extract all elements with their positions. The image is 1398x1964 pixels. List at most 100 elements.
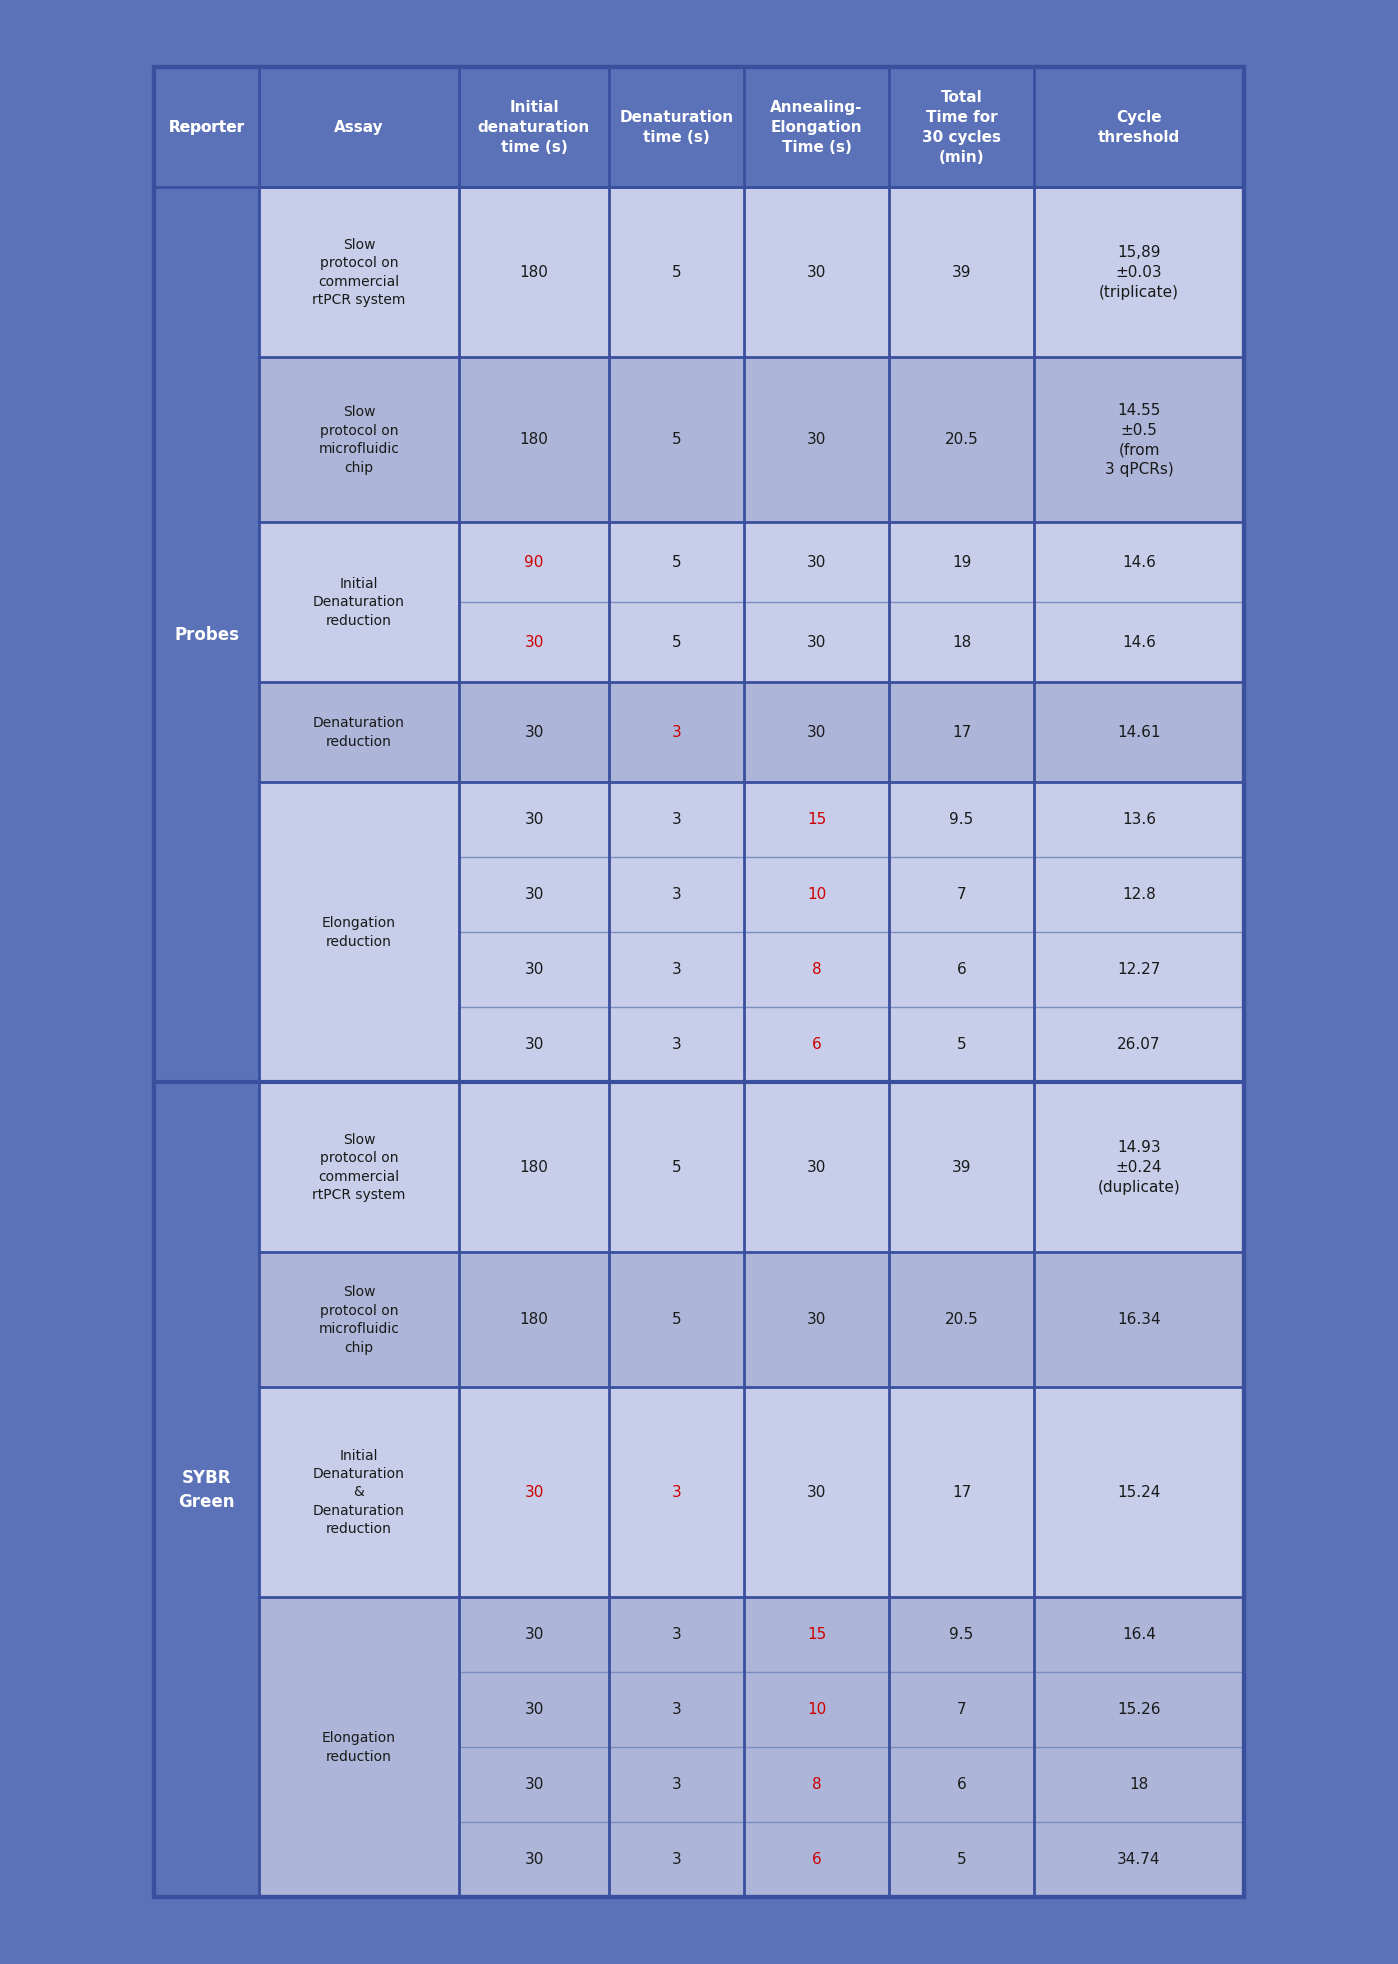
- Text: 6: 6: [812, 1852, 822, 1866]
- Bar: [1035, 1597, 1244, 1671]
- Bar: [459, 357, 610, 522]
- Bar: [744, 187, 889, 357]
- Text: 12.27: 12.27: [1117, 962, 1160, 976]
- Bar: [259, 1251, 459, 1387]
- Text: 15,89
±0.03
(triplicate): 15,89 ±0.03 (triplicate): [1099, 246, 1179, 300]
- Bar: [459, 856, 610, 933]
- Text: 30: 30: [807, 1485, 826, 1499]
- Bar: [744, 1251, 889, 1387]
- Text: 5: 5: [956, 1852, 966, 1866]
- Bar: [1035, 187, 1244, 357]
- Text: 18: 18: [1130, 1777, 1149, 1791]
- Text: Slow
protocol on
microfluidic
chip: Slow protocol on microfluidic chip: [319, 1284, 400, 1353]
- Bar: [889, 603, 1035, 682]
- Text: Denaturation
time (s): Denaturation time (s): [619, 110, 734, 145]
- Bar: [154, 67, 1244, 1897]
- Bar: [459, 1597, 610, 1671]
- Bar: [889, 67, 1035, 187]
- Text: 3: 3: [671, 1777, 681, 1791]
- Bar: [459, 933, 610, 1008]
- Bar: [259, 187, 459, 357]
- Bar: [259, 522, 459, 682]
- Text: 15: 15: [807, 1626, 826, 1642]
- Bar: [889, 357, 1035, 522]
- Text: 20.5: 20.5: [945, 432, 979, 448]
- Bar: [889, 1821, 1035, 1897]
- Bar: [610, 682, 744, 782]
- Text: SYBR
Green: SYBR Green: [179, 1469, 235, 1510]
- Bar: [610, 187, 744, 357]
- Bar: [459, 782, 610, 856]
- Bar: [1035, 603, 1244, 682]
- Text: 13.6: 13.6: [1123, 811, 1156, 827]
- Text: 14.93
±0.24
(duplicate): 14.93 ±0.24 (duplicate): [1097, 1139, 1180, 1194]
- Text: 6: 6: [956, 962, 966, 976]
- Text: 3: 3: [671, 888, 681, 901]
- Bar: [154, 67, 259, 187]
- Text: 30: 30: [524, 1852, 544, 1866]
- Bar: [459, 187, 610, 357]
- Bar: [744, 357, 889, 522]
- Text: 30: 30: [524, 1626, 544, 1642]
- Text: 26.07: 26.07: [1117, 1037, 1160, 1053]
- Text: Assay: Assay: [334, 120, 384, 136]
- Bar: [744, 1821, 889, 1897]
- Bar: [610, 1746, 744, 1821]
- Text: 180: 180: [520, 432, 548, 448]
- Bar: [1035, 1008, 1244, 1082]
- Text: 5: 5: [671, 1312, 681, 1328]
- Bar: [889, 856, 1035, 933]
- Bar: [889, 187, 1035, 357]
- Text: 30: 30: [524, 725, 544, 740]
- Text: 30: 30: [807, 554, 826, 570]
- Bar: [610, 1821, 744, 1897]
- Text: 14.6: 14.6: [1123, 554, 1156, 570]
- Text: 34.74: 34.74: [1117, 1852, 1160, 1866]
- Text: 10: 10: [807, 888, 826, 901]
- Bar: [259, 357, 459, 522]
- Text: 6: 6: [812, 1037, 822, 1053]
- Bar: [889, 1082, 1035, 1251]
- Text: Initial
Denaturation
&
Denaturation
reduction: Initial Denaturation & Denaturation redu…: [313, 1447, 405, 1536]
- Text: 3: 3: [671, 1485, 681, 1499]
- Text: 90: 90: [524, 554, 544, 570]
- Text: 39: 39: [952, 265, 972, 279]
- Bar: [889, 1671, 1035, 1746]
- Text: 9.5: 9.5: [949, 1626, 973, 1642]
- Text: Initial
Denaturation
reduction: Initial Denaturation reduction: [313, 577, 405, 628]
- Bar: [459, 1746, 610, 1821]
- Bar: [1035, 682, 1244, 782]
- Bar: [1035, 1746, 1244, 1821]
- Text: 3: 3: [671, 725, 681, 740]
- Bar: [889, 1251, 1035, 1387]
- Bar: [610, 522, 744, 603]
- Bar: [610, 1671, 744, 1746]
- Text: 30: 30: [524, 1037, 544, 1053]
- Text: 17: 17: [952, 725, 972, 740]
- Bar: [459, 682, 610, 782]
- Text: 16.34: 16.34: [1117, 1312, 1160, 1328]
- Text: 30: 30: [524, 1485, 544, 1499]
- Bar: [610, 856, 744, 933]
- Bar: [610, 933, 744, 1008]
- Text: 180: 180: [520, 1159, 548, 1174]
- Text: 5: 5: [671, 634, 681, 650]
- Bar: [889, 1387, 1035, 1597]
- Bar: [259, 1387, 459, 1597]
- Bar: [744, 67, 889, 187]
- Text: 30: 30: [807, 432, 826, 448]
- Text: 30: 30: [524, 962, 544, 976]
- Text: 30: 30: [524, 634, 544, 650]
- Bar: [154, 67, 259, 187]
- Bar: [1035, 1671, 1244, 1746]
- Text: 3: 3: [671, 1852, 681, 1866]
- Bar: [744, 1597, 889, 1671]
- Bar: [610, 1251, 744, 1387]
- Bar: [889, 522, 1035, 603]
- Text: 30: 30: [807, 725, 826, 740]
- Bar: [610, 1597, 744, 1671]
- Bar: [889, 1008, 1035, 1082]
- Bar: [1035, 1821, 1244, 1897]
- Text: 30: 30: [524, 1777, 544, 1791]
- Bar: [1035, 67, 1244, 187]
